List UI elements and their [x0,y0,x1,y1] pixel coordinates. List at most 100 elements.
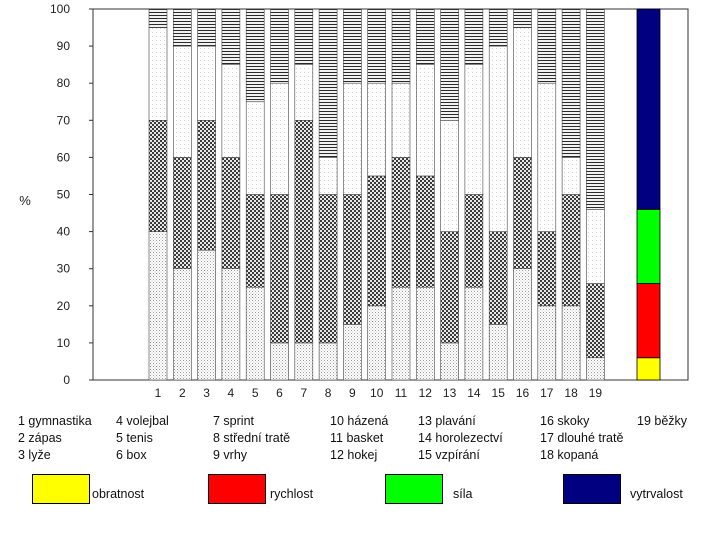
bar-segment-rychlost [391,157,411,288]
legend-item: 19 běžky [637,414,688,428]
legend-item: 11 basket [330,431,384,445]
swatch-label: rychlost [270,487,314,501]
bar-segment-vytrvalost [221,8,241,65]
bar-segment-rychlost [415,175,435,288]
legend-item: 16 skoky [540,414,590,428]
legend-item: 5 tenis [116,431,153,445]
bar-segment-obratnost [415,286,435,381]
x-tick-label: 2 [179,386,186,400]
bar-segment-síla [148,27,168,121]
x-tick-label: 12 [419,386,433,400]
y-tick-label: 0 [63,373,70,387]
bar-segment-obratnost [318,342,338,381]
bar-segment-síla [537,82,557,232]
bar-segment-vytrvalost [440,8,459,121]
bar-segment-síla [318,157,338,195]
bar-segment-obratnost [440,342,459,381]
x-tick-label: 14 [467,386,481,400]
swatch-label: síla [453,487,473,501]
x-tick-label: 4 [228,386,235,400]
bar-segment-obratnost [367,305,387,381]
bar-segment-síla [391,82,411,158]
y-tick-label: 100 [50,2,70,16]
bar-segment-rychlost [488,231,508,325]
legend-item: 3 lyže [18,448,51,462]
x-tick-label: 13 [443,386,457,400]
y-tick-label: 50 [57,188,71,202]
legend-item: 14 horolezectví [418,431,503,445]
legend-item: 8 střední tratě [213,431,291,445]
bar-segment-vytrvalost [561,8,581,158]
bar-segment-vytrvalost [173,8,192,47]
bar-segment-rychlost [513,157,532,269]
y-axis-label: % [19,193,31,208]
bar-segment-obratnost [513,268,532,381]
x-tick-label: 6 [276,386,283,400]
bar-segment-obratnost [586,357,605,381]
x-tick-label: 16 [516,386,530,400]
x-tick-label: 17 [540,386,554,400]
swatch-vytrvalost [563,474,621,504]
bar-segment-obratnost [488,324,508,381]
x-tick-label: 8 [325,386,332,400]
y-tick-label: 60 [57,150,71,164]
x-tick-label: 3 [203,386,210,400]
bar-segment-obratnost [270,342,289,381]
x-tick-label: 11 [395,386,408,400]
bars [148,8,661,381]
bar-segment-rychlost [221,157,241,269]
legend-item: 17 dlouhé tratě [540,431,624,445]
bar-segment-vytrvalost [197,8,216,47]
y-tick-label: 30 [57,262,71,276]
x-tick-label: 15 [492,386,506,400]
bar-segment-vytrvalost [245,8,265,103]
bar-segment-síla [221,64,241,158]
legend-item: 15 vzpírání [418,448,480,462]
legend-item: 2 zápas [18,431,62,445]
highlight-segment-vytrvalost [636,8,661,210]
y-tick-label: 90 [57,39,71,53]
bar-segment-síla [173,45,192,158]
bar-segment-vytrvalost [488,8,508,47]
bar-segment-vytrvalost [318,8,338,158]
bar-segment-síla [367,82,387,177]
bar-segment-obratnost [148,231,168,381]
y-tick-label: 20 [57,299,71,313]
y-tick-label: 80 [57,76,71,90]
x-tick-label: 9 [349,386,356,400]
bar-segment-síla [245,101,265,195]
bar-segment-vytrvalost [294,8,314,65]
legend-item: 13 plavání [418,414,476,428]
y-tick-label: 10 [57,336,71,350]
bar-segment-rychlost [537,231,557,307]
bar-segment-vytrvalost [391,8,411,84]
bar-segment-obratnost [245,286,265,381]
legend-item: 10 házená [330,414,389,428]
bar-segment-síla [464,64,484,195]
bar-segment-rychlost [173,157,192,269]
axes [89,8,689,381]
highlight-segment-síla [636,208,661,284]
bar-segment-obratnost [391,286,411,381]
highlight-segment-obratnost [636,357,661,381]
bar-segment-síla [586,209,605,284]
bar-segment-rychlost [270,194,289,344]
swatch-síla [385,474,443,504]
bar-segment-vytrvalost [537,8,557,84]
bar-segment-obratnost [197,249,216,381]
bar-segment-síla [415,64,435,177]
bar-segment-obratnost [173,268,192,381]
bar-segment-vytrvalost [270,8,289,84]
bar-segment-síla [440,120,459,232]
bar-segment-rychlost [586,283,605,359]
bar-segment-síla [343,82,362,195]
y-tick-label: 40 [57,225,71,239]
swatch-rychlost [208,474,266,504]
bar-segment-rychlost [464,194,484,288]
bar-segment-síla [197,45,216,121]
bar-segment-rychlost [294,120,314,344]
legend-item: 1 gymnastika [18,414,92,428]
bar-segment-obratnost [464,286,484,381]
